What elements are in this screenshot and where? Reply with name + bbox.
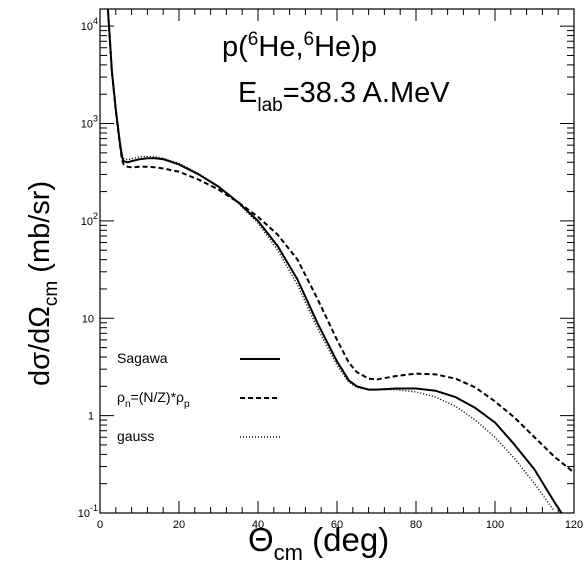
y-tick-label: 102: [81, 211, 98, 228]
series-line-solid: [106, 9, 563, 513]
y-tick-label: 1: [88, 411, 94, 423]
x-tick-label: 80: [410, 519, 422, 531]
x-tick-label: 120: [565, 519, 583, 531]
series-line-dashed: [106, 9, 574, 474]
legend-label-sagawa: Sagawa: [117, 350, 168, 366]
chart-subtitle: Elab=38.3 A.MeV: [238, 77, 450, 116]
y-tick-label: 10: [82, 313, 94, 325]
x-tick-label: 60: [331, 519, 343, 531]
x-tick-label: 0: [97, 519, 103, 531]
y-tick-label: 104: [81, 16, 98, 33]
legend-label-density: ρn=(N/Z)*ρp: [117, 389, 190, 410]
legend-label-gauss: gauss: [117, 428, 154, 444]
legend: Sagawa ρn=(N/Z)*ρp gauss: [117, 350, 280, 444]
chart-title: p(6He,6He)p: [222, 29, 377, 63]
y-axis-label: dσ/dΩcm (mb/sr): [24, 181, 62, 386]
y-tick-label: 10-1: [78, 503, 98, 520]
x-tick-label: 100: [486, 519, 504, 531]
x-tick-label: 40: [252, 519, 264, 531]
x-tick-label: 20: [173, 519, 185, 531]
x-axis-label: Θcm (deg): [248, 521, 389, 563]
y-tick-label: 103: [81, 114, 98, 131]
